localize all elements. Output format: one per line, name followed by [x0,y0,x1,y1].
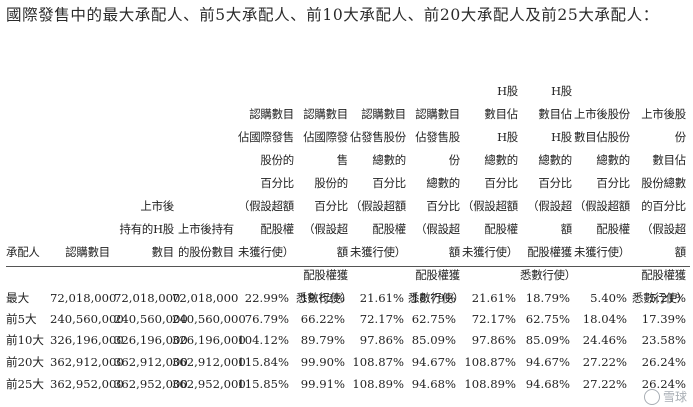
table-cell: 362,912,000 [114,355,188,369]
table-cell: 326,196,000 [172,333,246,347]
row-label: 前5大 [6,312,37,326]
table-cell: 94.68% [525,377,570,391]
table-cell: 108.89% [352,377,404,391]
header-pct-h-full-option: H股 數目佔 H股 總數的 百分比 （假設超額 配股權獲 悉數行使） [520,84,576,282]
table-cell: 17.39% [641,312,686,326]
table-cell: 27.22% [582,355,627,369]
row-top-5: 前5大 240,560,000 240,560,000 240,560,000 76.7… [0,310,693,329]
table-cell: 72,018,000 [172,291,239,305]
table-cell: 240,560,000 [50,312,124,326]
row-top-25: 前25大 362,952,000 362,952,000 362,952,000 115… [0,375,693,394]
table-cell: 99.91% [300,377,345,391]
table-cell: 72.17% [359,312,404,326]
table-cell: 104.12% [237,333,289,347]
table-cell: 240,560,000 [114,312,188,326]
table-cell: 27.22% [582,377,627,391]
table-cell: 18.04% [582,312,627,326]
table-cell: 76.79% [244,312,289,326]
table-cell: 72,018,000 [50,291,117,305]
row-top-10: 前10大 326,196,000 326,196,000 326,196,000 104… [0,331,693,350]
header-pct-offer-full-option: 認購數目 佔發售股份 總數的 百分比 （假設超額 配股權獲 悉數行使） [408,107,464,305]
xueqiu-logo-icon [643,389,660,405]
header-pct-shares-no-option: 上市後股份 數目佔股份 總數的 百分比 （假設超額 配股權 未獲行使） [574,107,630,259]
table-cell: 5.21% [649,291,686,305]
row-largest: 最大 72,018,000 72,018,000 72,018,000 22.99% 19… [0,289,693,308]
table-cell: 89.79% [300,333,345,347]
table-cell: 72.17% [471,312,516,326]
row-top-20: 前20大 362,912,000 362,912,000 362,912,000 115… [0,353,693,372]
table-cell: 115.84% [237,355,289,369]
table-cell: 26.24% [641,377,686,391]
table-cell: 85.09% [411,333,456,347]
table-cell: 362,912,000 [50,355,124,369]
table-cell: 24.46% [582,333,627,347]
table-cell: 72,018,000 [114,291,181,305]
header-pct-intl-full-option: 認購數目 佔國際發售 股份的 百分比 （假設超額 配股權獲 悉數行使） [296,107,352,305]
table-cell: 362,952,000 [114,377,188,391]
row-label: 前25大 [6,377,44,391]
table-cell: 23.58% [641,333,686,347]
table-cell: 19.82% [300,291,345,305]
table-cell: 97.86% [471,333,516,347]
header-subscription-number: 認購數目 [65,245,110,259]
table-cell: 62.75% [411,312,456,326]
table-cell: 326,196,000 [50,333,124,347]
table-cell: 22.99% [244,291,289,305]
row-label: 前10大 [6,333,44,347]
table-cell: 85.09% [525,333,570,347]
table-cell: 115.85% [237,377,289,391]
header-pct-intl-no-option: 認購數目 佔國際發售 股份的 百分比 （假設超額 配股權 未獲行使） [238,107,294,259]
row-label: 最大 [6,291,30,305]
table-cell: 97.86% [359,333,404,347]
table-cell: 362,952,000 [172,377,246,391]
page-title: 國際發售中的最大承配人、前5大承配人、前10大承配人、前20大承配人及前25大承… [6,6,659,24]
table-cell: 94.67% [525,355,570,369]
table-cell: 94.67% [411,355,456,369]
table-cell: 18.79% [525,291,570,305]
header-pct-offer-no-option: 認購數目 佔發售股份 總數的 百分比 （假設超額 配股權 未獲行使） [350,107,406,259]
header-placee: 承配人 [6,245,40,259]
table-cell: 326,196,000 [114,333,188,347]
table-cell: 18.79% [411,291,456,305]
table-cell: 99.90% [300,355,345,369]
watermark: 雪球 [643,388,687,405]
table-cell: 108.87% [464,355,516,369]
header-pct-h-no-option: H股 數目佔 H股 總數的 百分比 （假設超額 配股權 未獲行使） [462,84,518,259]
table-cell: 362,952,000 [50,377,124,391]
table-cell: 5.40% [590,291,627,305]
table-cell: 94.68% [411,377,456,391]
table-cell: 62.75% [525,312,570,326]
table-cell: 362,912,000 [172,355,246,369]
header-divider [6,266,690,267]
table-cell: 21.61% [471,291,516,305]
table-cell: 108.87% [352,355,404,369]
row-label: 前20大 [6,355,44,369]
header-shares-held: 上市後持有 的股份數目 [178,222,234,259]
table-cell: 66.22% [300,312,345,326]
table-cell: 26.24% [641,355,686,369]
header-h-shares-held: 上市後 持有的H股 數目 [119,199,175,259]
table-cell: 240,560,000 [172,312,246,326]
table-cell: 108.89% [464,377,516,391]
table-cell: 21.61% [359,291,404,305]
header-pct-shares-full-option: 上市後股份 數目佔 股份總數 的百分比 （假設超額 配股權獲 悉數行使） [632,107,688,305]
